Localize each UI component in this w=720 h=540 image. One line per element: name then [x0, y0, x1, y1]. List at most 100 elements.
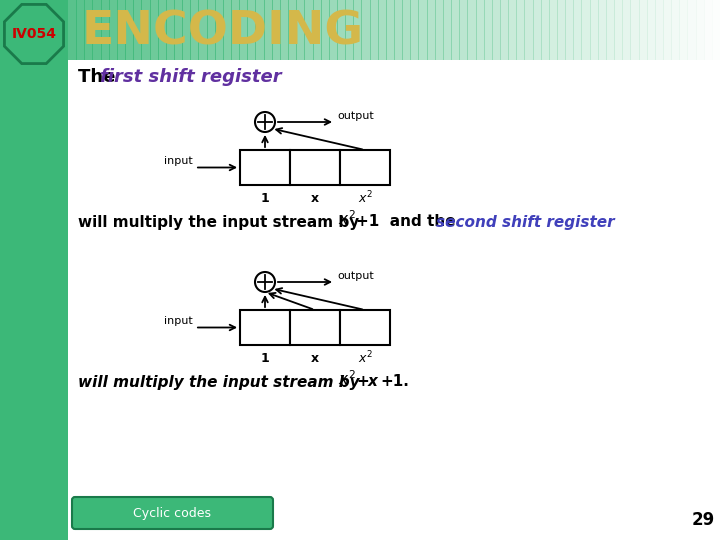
Bar [158, 0, 167, 60]
Bar [573, 0, 582, 60]
Bar [340, 310, 390, 345]
Text: +1.: +1. [380, 375, 409, 389]
Bar [150, 0, 158, 60]
Bar [141, 0, 150, 60]
Bar [378, 0, 387, 60]
Bar [679, 0, 688, 60]
Text: will multiply the input stream by: will multiply the input stream by [78, 214, 364, 230]
Bar [541, 0, 550, 60]
Text: output: output [337, 111, 374, 121]
Text: ENCODING: ENCODING [82, 10, 364, 55]
Circle shape [255, 112, 275, 132]
Bar [133, 0, 143, 60]
Bar [622, 0, 631, 60]
Bar [337, 0, 346, 60]
Bar [557, 0, 566, 60]
Bar [312, 0, 322, 60]
Bar [671, 0, 680, 60]
FancyBboxPatch shape [72, 497, 273, 529]
Bar [320, 0, 330, 60]
Bar [410, 0, 420, 60]
Bar [533, 0, 541, 60]
Bar [215, 0, 224, 60]
Text: +: + [356, 375, 369, 389]
Bar [451, 0, 460, 60]
Bar [264, 0, 273, 60]
Text: Cyclic codes: Cyclic codes [133, 507, 211, 519]
Text: $x^2$: $x^2$ [338, 370, 356, 388]
Bar [109, 0, 118, 60]
Bar [329, 0, 338, 60]
Bar [394, 0, 403, 60]
Bar [305, 0, 313, 60]
Bar [174, 0, 183, 60]
Bar [290, 310, 340, 345]
Bar [598, 0, 607, 60]
Text: The: The [78, 68, 122, 86]
Bar [475, 0, 485, 60]
Bar [288, 0, 297, 60]
Bar [345, 0, 354, 60]
Bar [435, 0, 444, 60]
Bar [92, 0, 102, 60]
Text: first shift register: first shift register [100, 68, 282, 86]
Text: x: x [368, 375, 378, 389]
Bar [516, 0, 526, 60]
Bar [240, 310, 290, 345]
Polygon shape [4, 4, 63, 64]
Text: IV054: IV054 [12, 27, 56, 41]
Text: +1  and the: +1 and the [356, 214, 461, 230]
Bar [443, 0, 452, 60]
Bar [402, 0, 411, 60]
Bar [614, 0, 624, 60]
Bar [207, 0, 216, 60]
Text: 29: 29 [691, 511, 715, 529]
Bar [647, 0, 656, 60]
Bar [231, 0, 240, 60]
Bar [354, 0, 362, 60]
Bar [101, 0, 109, 60]
Text: 1: 1 [261, 352, 269, 365]
Bar [340, 150, 390, 185]
Text: x: x [311, 352, 319, 365]
Bar [290, 150, 340, 185]
Bar [84, 0, 94, 60]
Bar [0, 0, 68, 540]
Text: input: input [164, 157, 193, 166]
Text: input: input [164, 316, 193, 327]
Text: $x^2$: $x^2$ [358, 190, 372, 206]
Text: will multiply the input stream by: will multiply the input stream by [78, 375, 365, 389]
Bar [467, 0, 477, 60]
Bar [524, 0, 534, 60]
Bar [582, 0, 590, 60]
Bar [117, 0, 126, 60]
Bar [606, 0, 615, 60]
Bar [166, 0, 175, 60]
Bar [256, 0, 265, 60]
Bar [459, 0, 468, 60]
Bar [76, 0, 85, 60]
Text: second shift register: second shift register [436, 214, 615, 230]
Bar [639, 0, 648, 60]
Bar [190, 0, 199, 60]
Bar [500, 0, 509, 60]
Bar [484, 0, 492, 60]
Bar [654, 0, 664, 60]
Bar [199, 0, 207, 60]
Bar [296, 0, 305, 60]
Bar [240, 150, 290, 185]
Bar [361, 0, 371, 60]
Bar [688, 0, 696, 60]
Bar [369, 0, 379, 60]
Bar [630, 0, 639, 60]
Bar [280, 0, 289, 60]
Bar [492, 0, 501, 60]
Bar [590, 0, 599, 60]
Bar [418, 0, 428, 60]
Text: $x^2$: $x^2$ [358, 350, 372, 366]
Bar [703, 0, 713, 60]
Bar [68, 0, 720, 60]
Bar [663, 0, 672, 60]
Bar [712, 0, 720, 60]
Bar [223, 0, 232, 60]
